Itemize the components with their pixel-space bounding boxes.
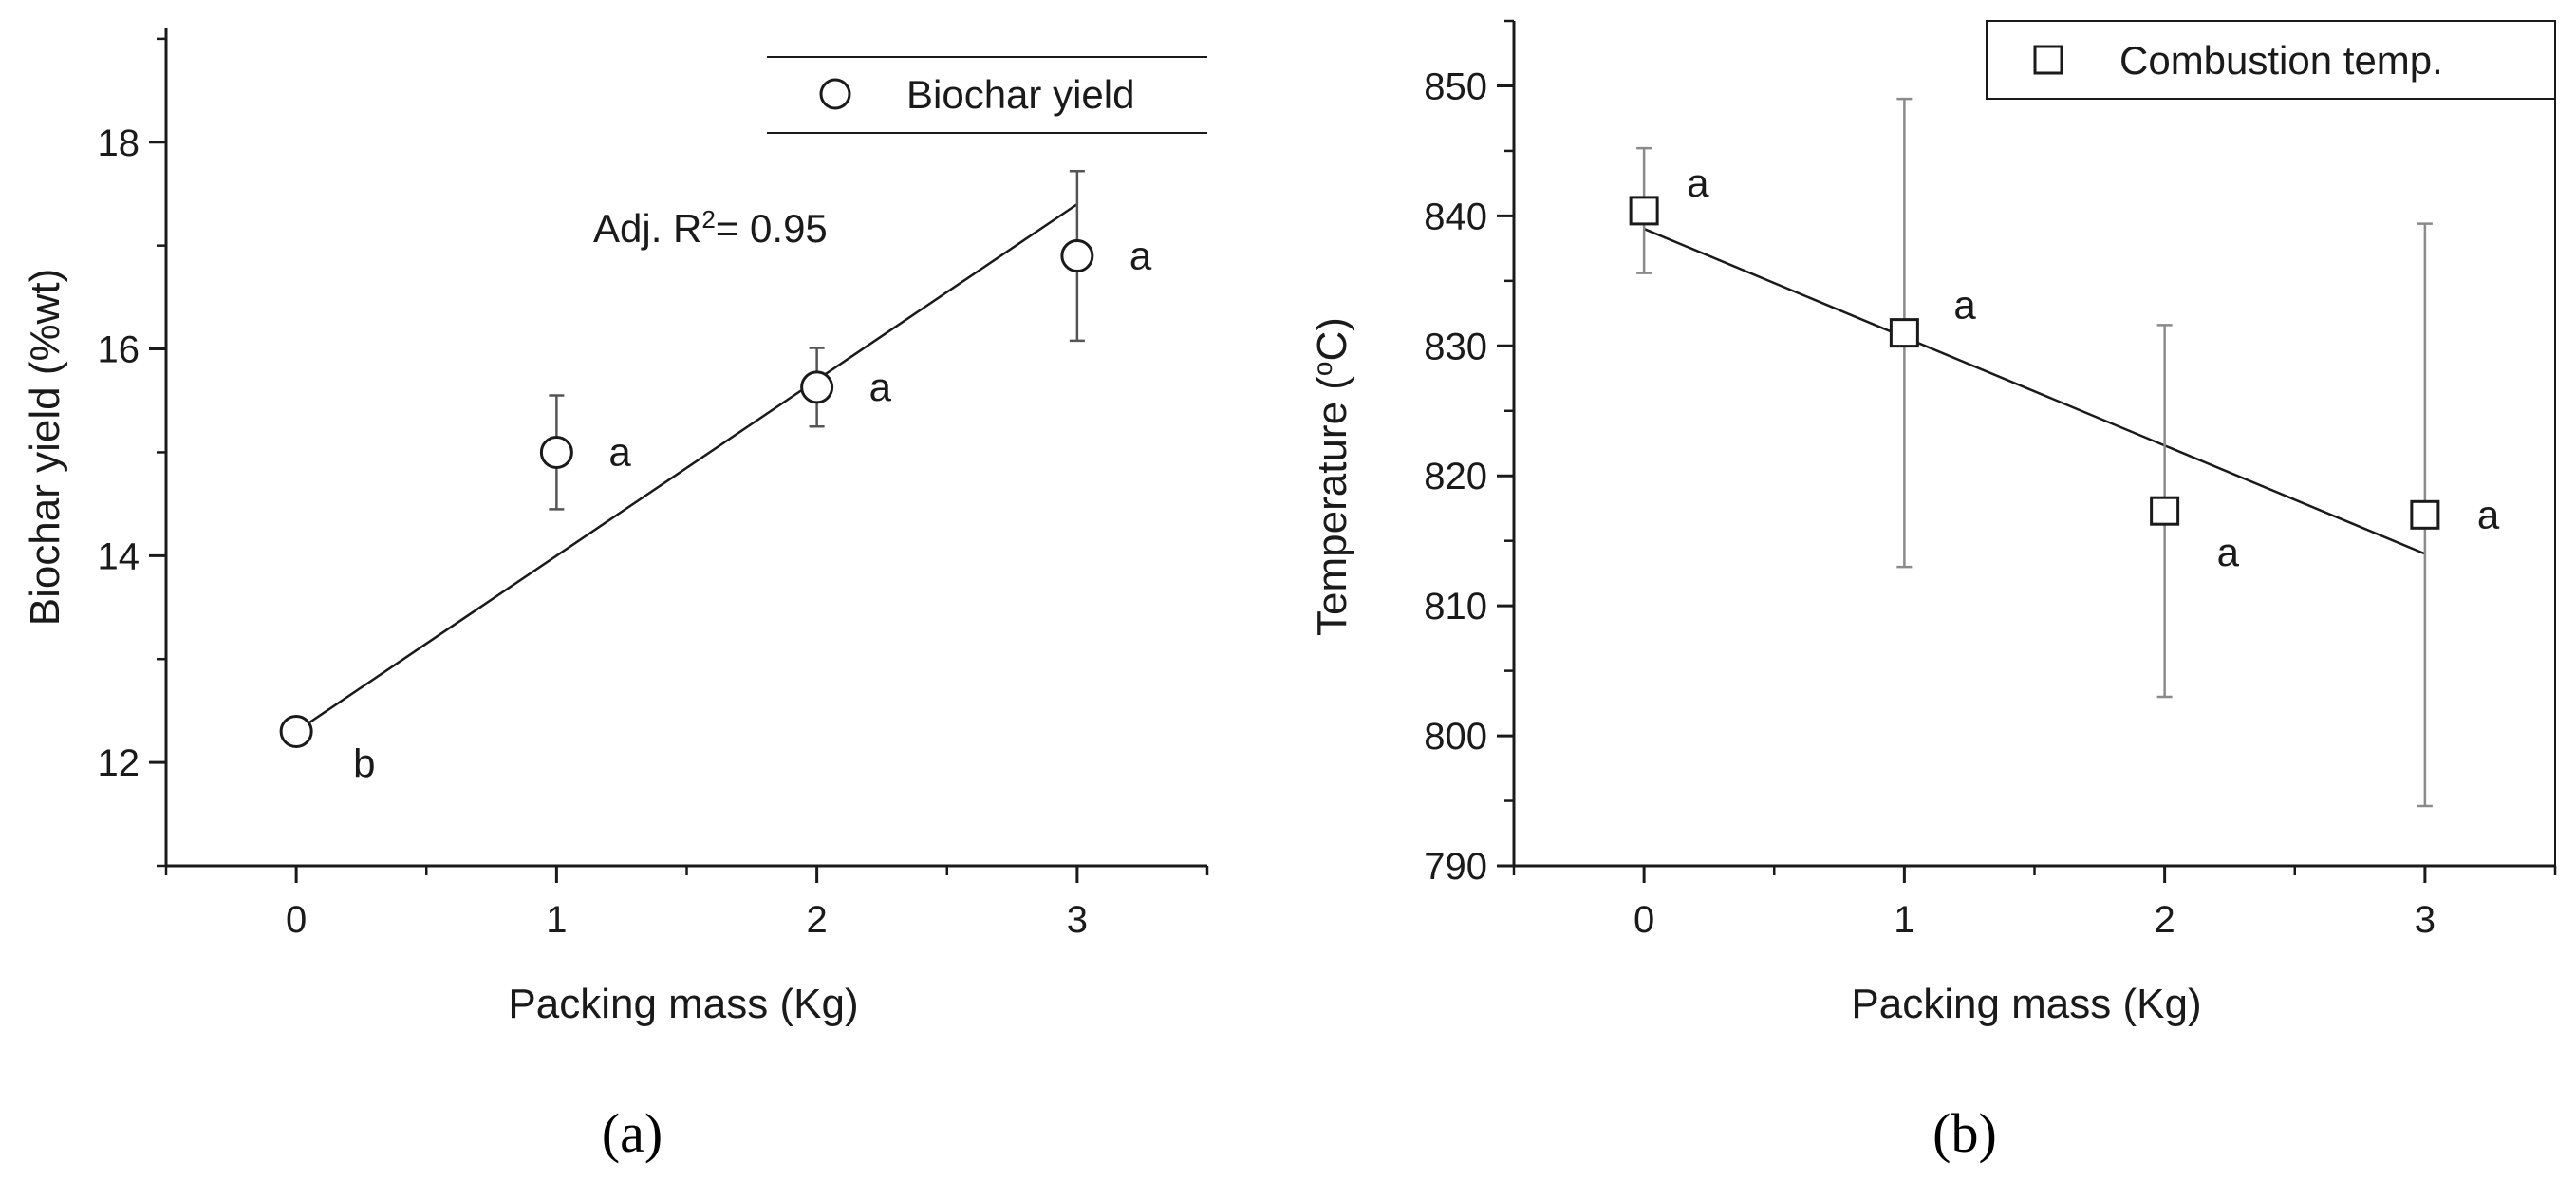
legend-b: Combustion temp. <box>1986 20 2556 100</box>
x-axis-label-b: Packing mass (Kg) <box>1851 981 2201 1027</box>
legend-marker-a <box>819 78 851 110</box>
y-tick-label-b: 820 <box>1424 456 1487 497</box>
y-tick-label-a: 14 <box>98 535 140 577</box>
y-axis-label-a: Biochar yield (%wt) <box>22 269 68 627</box>
legend-label-a: Biochar yield <box>906 72 1134 117</box>
significance-letters-b: a a a a <box>1687 160 2500 574</box>
x-tick-label-a: 2 <box>807 899 828 941</box>
panel-caption-a: (a) <box>602 1102 663 1164</box>
x-tick-label-a: 3 <box>1067 899 1088 941</box>
legend-box-b <box>1986 20 2556 100</box>
fit-line-b <box>1643 227 2426 555</box>
significance-letter-b: a <box>2217 530 2240 574</box>
significance-letter-a: a <box>869 365 892 409</box>
y-tick-label-a: 12 <box>98 742 140 784</box>
x-tick-label-b: 2 <box>2155 899 2175 941</box>
significance-letter-a: b <box>353 740 375 785</box>
y-tick-label-a: 18 <box>98 122 140 164</box>
y-tick-label-b: 840 <box>1424 196 1487 237</box>
x-tick-label-b: 1 <box>1894 899 1914 941</box>
y-tick-label-b: 830 <box>1424 326 1487 367</box>
y-tick-label-b: 790 <box>1424 846 1487 888</box>
significance-letter-b: a <box>1953 283 1976 328</box>
x-tick-label-b: 0 <box>1633 899 1654 941</box>
panel-caption-b: (b) <box>1932 1102 1997 1164</box>
panel-b: 0 1 2 3 790 800 810 820 830 840 850 a a a a Combustio… <box>1308 19 2557 1164</box>
y-axis-label-b: Temperature (oC) <box>1308 317 1356 636</box>
y-tick-label-b: 850 <box>1424 66 1487 107</box>
data-points-a <box>279 239 1094 748</box>
x-tick-label-b: 3 <box>2415 899 2436 941</box>
significance-letter-b: a <box>2477 492 2500 536</box>
fit-line-a <box>295 203 1078 733</box>
significance-letter-a: a <box>608 429 631 474</box>
significance-letter-a: a <box>1129 234 1152 278</box>
ticks-b: 0 1 2 3 790 800 810 820 830 840 850 <box>1424 19 2557 941</box>
r-squared-annotation: Adj. R2= 0.95 <box>593 205 828 251</box>
legend-a: Biochar yield <box>767 56 1207 134</box>
x-tick-label-a: 1 <box>546 899 567 941</box>
data-point-b <box>2410 499 2440 530</box>
data-point-b <box>1889 318 1919 348</box>
data-point-a <box>539 435 573 469</box>
error-bars-b <box>1636 97 2433 808</box>
y-tick-label-a: 16 <box>98 329 140 371</box>
y-tick-label-b: 810 <box>1424 586 1487 628</box>
data-point-b <box>1629 196 1659 226</box>
significance-letter-b: a <box>1687 160 1709 205</box>
significance-letters-a: b a a a <box>353 234 1152 786</box>
data-point-a <box>279 714 313 748</box>
fit-line-b <box>1643 227 2426 555</box>
legend-marker-b <box>2033 45 2063 75</box>
legend-label-b: Combustion temp. <box>2119 38 2443 83</box>
y-tick-label-b: 800 <box>1424 716 1487 758</box>
x-tick-label-a: 0 <box>286 899 307 941</box>
data-point-a <box>1060 239 1094 273</box>
data-point-b <box>2150 496 2180 526</box>
data-points-b <box>1629 196 2440 530</box>
fit-line-a <box>295 203 1078 733</box>
x-axis-label-a: Packing mass (Kg) <box>508 981 858 1027</box>
data-point-a <box>800 370 834 404</box>
